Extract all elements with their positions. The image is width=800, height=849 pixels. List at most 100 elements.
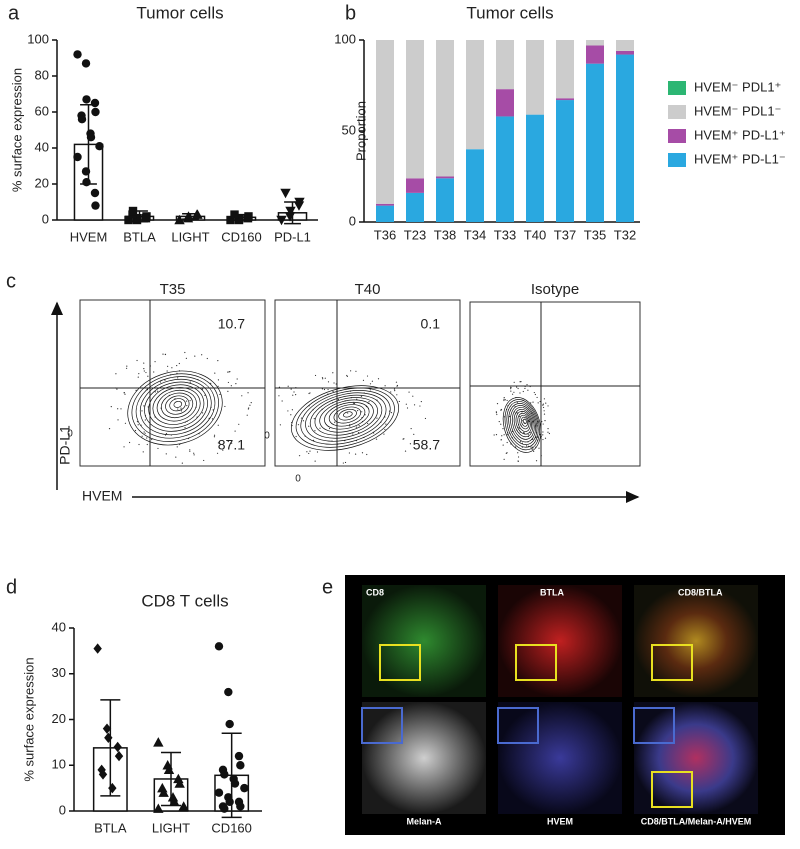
flow-event [534, 393, 536, 396]
point [95, 142, 104, 151]
point [163, 764, 175, 775]
flow-event [295, 435, 297, 438]
flow-event [342, 462, 344, 464]
point [183, 211, 194, 221]
point [234, 751, 244, 761]
flow-event [308, 425, 310, 427]
flow-event [496, 413, 498, 416]
flow-event [503, 458, 505, 460]
flow-event [176, 364, 178, 367]
point [90, 98, 100, 108]
x-tick-label: CD160 [221, 229, 261, 244]
point [236, 802, 245, 811]
x-tick-label: T37 [554, 227, 576, 242]
flow-event [184, 427, 186, 429]
flow-event [123, 392, 125, 394]
flow-event [144, 419, 146, 421]
flow-event [362, 379, 365, 381]
flow-event [496, 403, 499, 405]
flow-event [517, 460, 519, 462]
flow-event [300, 417, 303, 419]
bar-segment [616, 54, 634, 223]
flow-event [314, 430, 316, 432]
image-label: Melan-A [406, 816, 442, 826]
flow-event [227, 390, 229, 392]
contour [504, 399, 540, 451]
flow-event [134, 429, 137, 432]
zero-label: 0 [295, 474, 301, 485]
flow-event [143, 367, 145, 370]
flow-event [162, 353, 164, 355]
flow-event [298, 455, 301, 457]
bar-segment [466, 149, 484, 222]
contour [510, 405, 536, 443]
flow-event [510, 390, 512, 392]
flow-event [506, 441, 508, 444]
flow-event [383, 433, 385, 435]
flow-event [108, 428, 111, 430]
flow-event [495, 412, 498, 414]
x-tick-label: LIGHT [171, 229, 209, 244]
flow-event [176, 446, 178, 448]
flow-event [147, 375, 149, 377]
flow-event [287, 410, 289, 412]
flow-event [227, 440, 229, 443]
flow-event [217, 424, 219, 426]
flow-event [384, 385, 386, 387]
bar-segment [406, 40, 424, 179]
point [192, 209, 203, 219]
flow-event [516, 386, 518, 388]
flow-event [527, 389, 529, 391]
contour [506, 401, 539, 448]
roi-box [497, 707, 539, 744]
point [220, 804, 229, 813]
flow-event [542, 404, 544, 406]
flow-event [201, 388, 204, 390]
contour [144, 381, 208, 432]
flow-event [413, 433, 415, 435]
flow-event [355, 426, 358, 428]
flow-event [344, 461, 347, 464]
flow-event [420, 400, 422, 403]
flow-event [376, 417, 378, 419]
flow-event [511, 393, 514, 395]
x-tick-label: HVEM [70, 229, 108, 244]
flow-event [357, 409, 359, 412]
flow-event [308, 452, 310, 455]
flow-frame [79, 299, 266, 467]
flow-event [346, 374, 348, 377]
flow-event [217, 359, 219, 362]
flow-event [157, 390, 159, 392]
contour [502, 397, 542, 453]
flow-event [142, 451, 144, 453]
point [230, 779, 240, 788]
bar-segment [586, 63, 604, 222]
legend-label: HVEM⁺ PD-L1⁻ [694, 151, 786, 166]
flow-event [175, 456, 177, 458]
flow-event [141, 435, 143, 437]
flow-event [535, 460, 538, 462]
flow-event [495, 411, 497, 413]
contour [508, 403, 538, 445]
flow-event [309, 392, 311, 394]
image-label: CD8/BTLA [678, 587, 723, 597]
flow-event [235, 383, 237, 385]
panel-label: d [6, 576, 17, 598]
flow-event [201, 354, 203, 356]
flow-event [120, 408, 122, 410]
flow-event [542, 438, 544, 441]
flow-event [144, 432, 146, 434]
contour [513, 408, 534, 438]
bar-segment [526, 40, 544, 115]
point [91, 107, 100, 117]
flow-event [517, 387, 519, 390]
x-tick-label: T35 [584, 227, 606, 242]
flow-title: T35 [160, 281, 186, 298]
flow-event [143, 370, 145, 372]
flow-event [227, 371, 229, 373]
roi-box [651, 771, 693, 808]
point [73, 152, 82, 162]
flow-event [177, 377, 179, 379]
flow-event [177, 408, 179, 410]
